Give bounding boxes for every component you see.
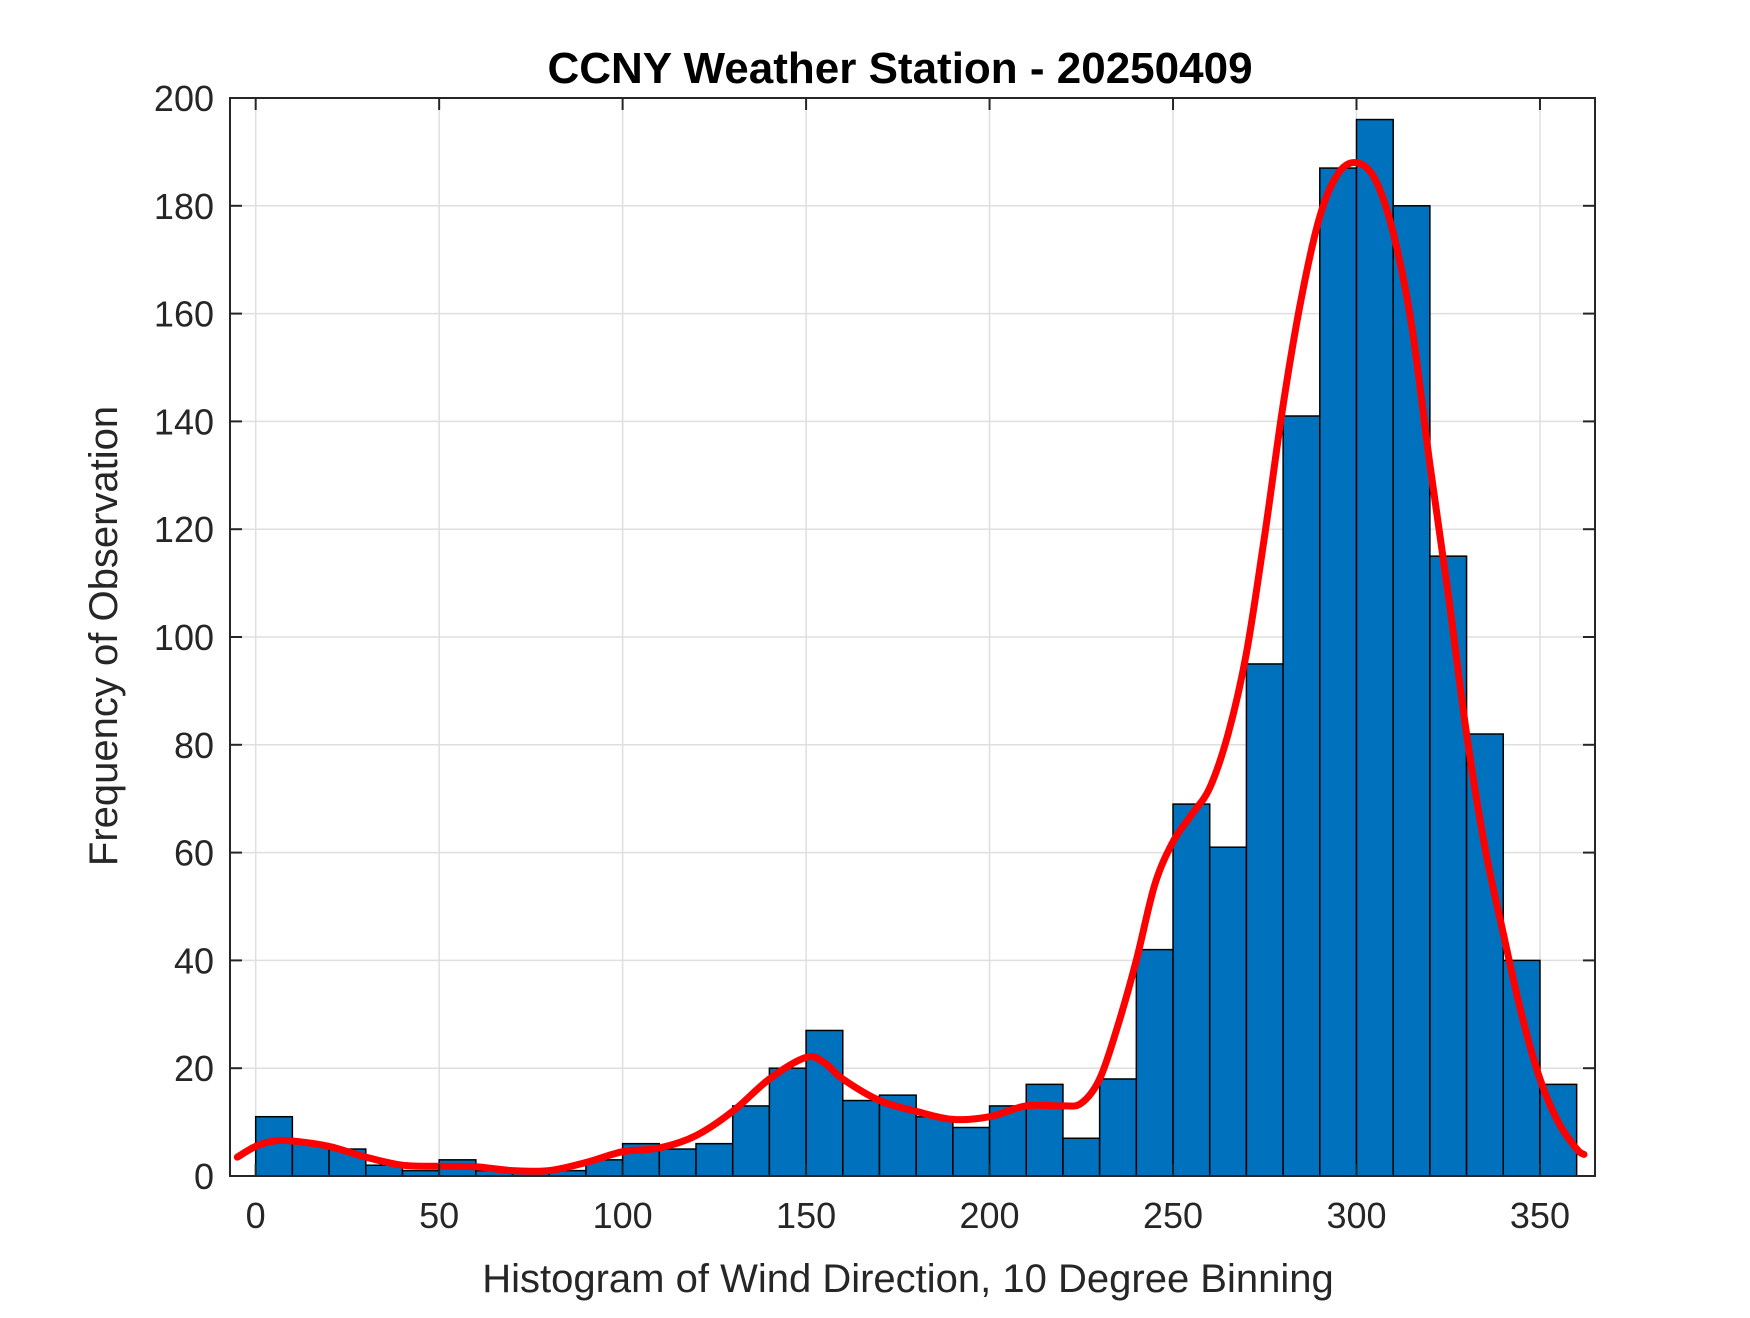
- histogram-bar: [915, 1115, 954, 1177]
- y-tick-label: 200: [154, 78, 214, 119]
- x-tick-label: 350: [1510, 1195, 1570, 1236]
- y-tick-label: 0: [194, 1156, 214, 1197]
- x-tick-label: 200: [960, 1195, 1020, 1236]
- fit-curve-line: [233, 159, 1588, 1175]
- histogram-bar: [1465, 733, 1505, 1177]
- y-axis-label: Frequency of Observation: [82, 406, 126, 866]
- y-tick-label: 20: [174, 1048, 214, 1089]
- y-tick-label: 80: [174, 725, 214, 766]
- bar-layer: [254, 118, 1578, 1177]
- histogram-bar: [805, 1029, 844, 1177]
- histogram-bar: [1429, 555, 1468, 1177]
- histogram-bar: [952, 1126, 991, 1177]
- histogram-bar: [1062, 1137, 1101, 1177]
- histogram-bar: [768, 1067, 807, 1177]
- histogram-bar: [1282, 415, 1321, 1177]
- y-tick-label: 120: [154, 509, 214, 550]
- x-tick-label: 0: [246, 1195, 266, 1236]
- y-tick-label: 100: [154, 617, 214, 658]
- y-tick-label: 40: [174, 940, 214, 981]
- histogram-bar: [1355, 118, 1394, 1177]
- axes-layer: [229, 97, 1596, 1177]
- histogram-bar: [695, 1142, 734, 1177]
- histogram-bar: [731, 1105, 771, 1177]
- x-axis-label: Histogram of Wind Direction, 10 Degree B…: [482, 1257, 1334, 1301]
- histogram-bar: [1098, 1078, 1138, 1177]
- x-tick-label: 150: [776, 1195, 836, 1236]
- x-tick-label: 300: [1326, 1195, 1386, 1236]
- histogram-bar: [1172, 803, 1211, 1177]
- histogram-bar: [1245, 663, 1284, 1177]
- histogram-bar: [1392, 205, 1431, 1177]
- histogram-bar: [658, 1148, 697, 1177]
- x-tick-label: 50: [419, 1195, 459, 1236]
- y-tick-label: 60: [174, 833, 214, 874]
- tick-label-layer: 0 50 100 150 200 250 300 350 0 20 40 60 80 100 120 140 1…: [154, 78, 1570, 1236]
- chart-title: CCNY Weather Station - 20250409: [547, 44, 1252, 93]
- histogram-bar: [842, 1099, 881, 1177]
- x-tick-label: 100: [593, 1195, 653, 1236]
- y-tick-label: 160: [154, 294, 214, 335]
- histogram-bar: [1319, 167, 1358, 1177]
- histogram-bar: [1208, 846, 1248, 1177]
- histogram-bar: [1025, 1083, 1064, 1177]
- curve-layer: [233, 159, 1588, 1175]
- y-tick-label: 180: [154, 186, 214, 227]
- histogram-bar: [1135, 948, 1174, 1177]
- y-tick-label: 140: [154, 401, 214, 442]
- x-tick-label: 250: [1143, 1195, 1203, 1236]
